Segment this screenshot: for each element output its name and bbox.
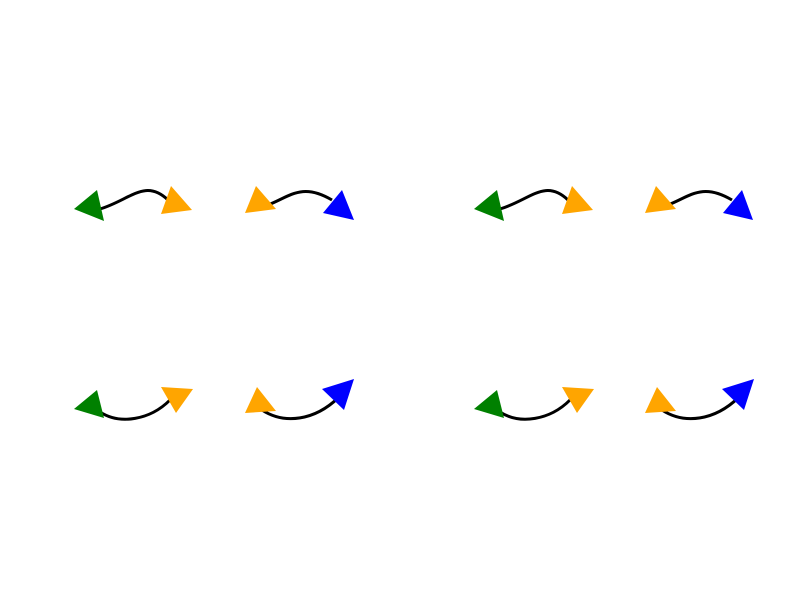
arrow-curve bbox=[499, 189, 570, 211]
blue-triangle-arrowhead-icon bbox=[722, 379, 754, 410]
arrow-curve bbox=[99, 189, 170, 211]
orange-triangle-arrowhead-icon bbox=[645, 387, 676, 413]
arrow-row2-col3 bbox=[474, 387, 594, 421]
arrow-row1-col4 bbox=[645, 186, 753, 220]
arrow-row1-col2 bbox=[245, 186, 354, 220]
orange-triangle-arrowhead-icon bbox=[562, 186, 593, 214]
green-triangle-arrowhead-icon bbox=[74, 390, 104, 418]
arrow-row2-col1 bbox=[74, 387, 193, 421]
green-triangle-arrowhead-icon bbox=[474, 190, 504, 221]
orange-triangle-arrowhead-icon bbox=[161, 387, 193, 413]
blue-triangle-arrowhead-icon bbox=[723, 190, 753, 220]
arrow-row2-col2 bbox=[245, 379, 354, 421]
arrow-curve bbox=[661, 396, 740, 421]
blue-triangle-arrowhead-icon bbox=[322, 379, 354, 410]
green-triangle-arrowhead-icon bbox=[474, 390, 504, 418]
arrow-row1-col3 bbox=[474, 186, 593, 221]
green-triangle-arrowhead-icon bbox=[74, 190, 104, 221]
orange-triangle-arrowhead-icon bbox=[645, 186, 676, 213]
arrow-row1-col1 bbox=[74, 186, 192, 221]
orange-triangle-arrowhead-icon bbox=[161, 186, 192, 214]
arrow-row2-col4 bbox=[645, 379, 754, 421]
orange-triangle-arrowhead-icon bbox=[245, 186, 276, 213]
arrow-curve bbox=[99, 398, 172, 421]
arrow-curve bbox=[261, 396, 340, 421]
arrow-curve bbox=[499, 398, 572, 421]
orange-triangle-arrowhead-icon bbox=[245, 387, 276, 413]
blue-triangle-arrowhead-icon bbox=[323, 190, 354, 220]
orange-triangle-arrowhead-icon bbox=[562, 387, 594, 413]
